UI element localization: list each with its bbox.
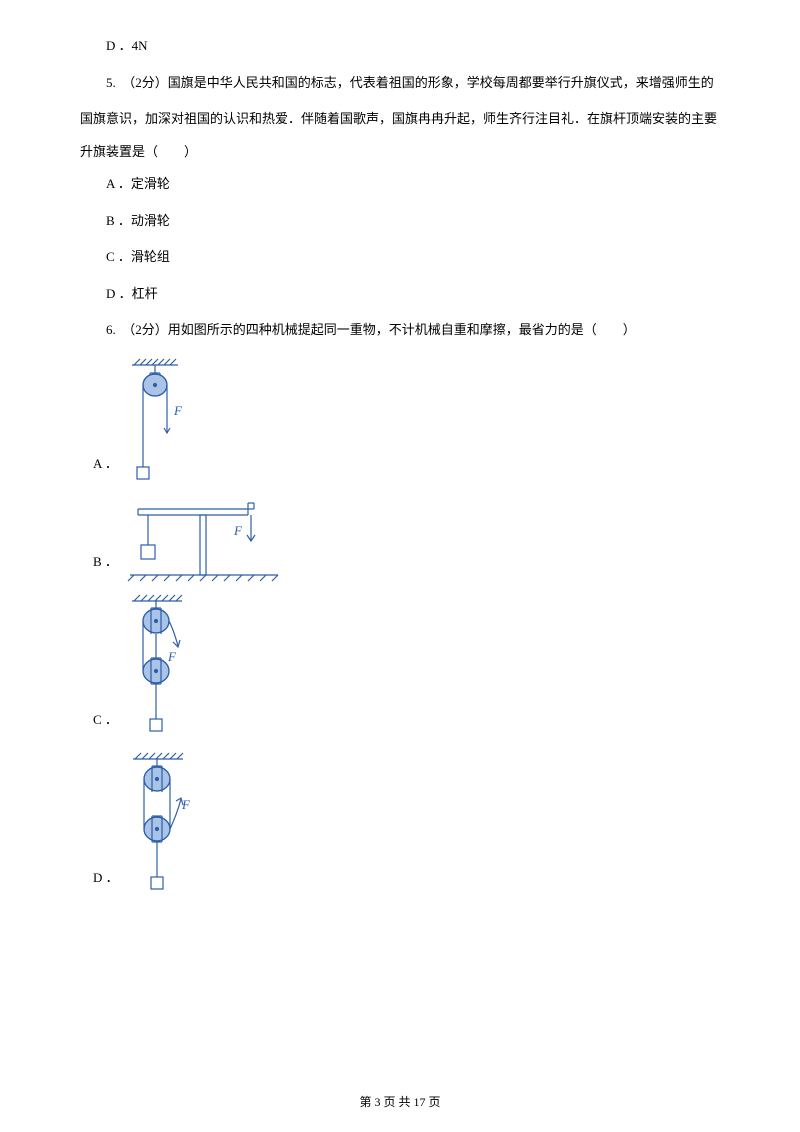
q6-label-b: B ．	[93, 546, 118, 583]
q6-label-d: D ．	[93, 862, 119, 899]
q6-stem: 6. （2分）用如图所示的四种机械提起同一重物，不计机械自重和摩擦，最省力的是（…	[80, 314, 720, 347]
q5-stem-line2a: 国旗意识，加深对祖国的认识和热爱．伴随着国歌声，国旗冉冉升起，师生齐行注目礼．在…	[80, 103, 720, 136]
svg-text:F: F	[173, 403, 183, 418]
q4-option-d: D ．4N	[80, 30, 720, 63]
q5-option-c: C ．滑轮组	[80, 241, 720, 274]
pulley-block-up-icon: F	[125, 749, 215, 899]
q5-option-a: A ．定滑轮	[80, 168, 720, 201]
pulley-block-down-icon: F	[124, 591, 214, 741]
q5-option-d: D ．杠杆	[80, 278, 720, 311]
svg-text:F: F	[233, 523, 243, 538]
svg-text:F: F	[167, 649, 177, 664]
q5-option-b: B ．动滑轮	[80, 205, 720, 238]
q6-figure-d-row: D ．	[80, 749, 720, 899]
q6-figure-b-row: B ．	[80, 493, 720, 583]
page-footer: 第 3 页 共 17 页	[0, 1093, 800, 1110]
page-content: D ．4N 5. （2分）国旗是中华人民共和国的标志，代表着祖国的形象，学校每周…	[80, 30, 720, 899]
q5-stem-line2b: 升旗装置是（ ）	[80, 136, 720, 169]
q6-figure-c-row: C ．	[80, 591, 720, 741]
pulley-fixed-icon: F	[124, 355, 204, 485]
q6-figure-a-row: A ．	[80, 355, 720, 485]
q6-label-a: A ．	[93, 448, 118, 485]
svg-text:F: F	[181, 797, 191, 812]
q5-stem-line1: 5. （2分）国旗是中华人民共和国的标志，代表着祖国的形象，学校每周都要举行升旗…	[80, 67, 720, 100]
q6-label-c: C ．	[93, 704, 118, 741]
lever-icon: F	[124, 493, 284, 583]
